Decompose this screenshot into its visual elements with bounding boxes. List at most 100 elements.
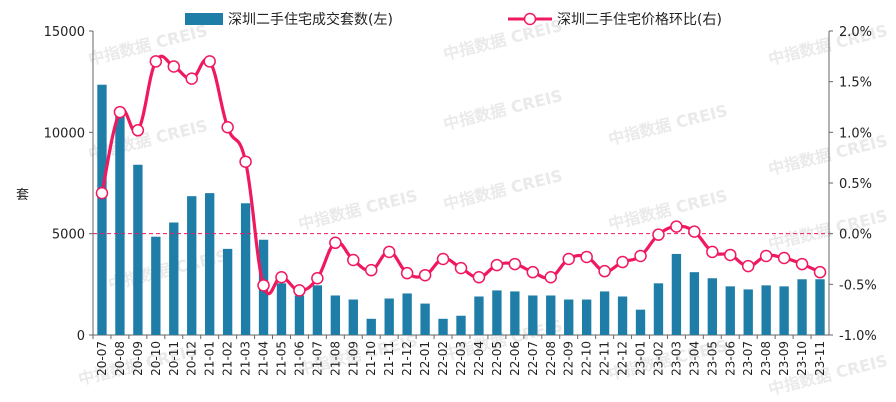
x-tick-label: 22-01 (418, 341, 432, 376)
line-point (311, 272, 324, 285)
bar (115, 112, 125, 335)
line-point (293, 284, 306, 297)
line-point (418, 268, 432, 282)
line-point (275, 270, 288, 284)
bar (456, 315, 466, 335)
x-tick-label: 20-09 (131, 341, 145, 376)
line-point (203, 55, 216, 68)
line-point (670, 220, 683, 233)
x-tick-label: 22-07 (526, 341, 540, 376)
watermark-text: 中指数据 CREIS (441, 86, 564, 134)
x-tick-label: 22-04 (472, 341, 486, 376)
x-tick-label: 20-08 (113, 341, 127, 376)
x-tick-label: 20-10 (149, 341, 163, 376)
legend-line-marker (523, 12, 537, 26)
legend-bar-swatch (185, 13, 223, 25)
x-tick-label: 22-09 (562, 341, 576, 376)
line-point (167, 60, 181, 73)
y-right-tick-label: 0.0% (839, 228, 872, 243)
legend-bar-label: 深圳二手住宅成交套数(左) (228, 11, 393, 28)
x-tick-label: 22-12 (616, 341, 630, 376)
x-tick-label: 22-05 (490, 341, 504, 376)
bar (294, 295, 305, 335)
bar (384, 298, 394, 335)
bar (743, 289, 753, 335)
line-point (598, 264, 611, 278)
bar (707, 278, 717, 335)
bar (492, 290, 502, 335)
y-right-tick-label: 1.0% (839, 126, 872, 141)
bar (474, 296, 484, 335)
x-tick-label: 23-10 (795, 341, 809, 376)
line-point (95, 186, 109, 200)
bar (635, 309, 646, 335)
bar (312, 285, 323, 335)
line-point (113, 105, 127, 119)
y-left-tick-label: 10000 (44, 126, 85, 141)
x-tick-label: 21-04 (257, 341, 271, 376)
bar (151, 236, 161, 335)
line-point (454, 261, 468, 275)
x-tick-label: 22-11 (598, 341, 612, 376)
bar (815, 279, 825, 335)
y-right-tick-label: -0.5% (839, 278, 877, 293)
line-point (257, 279, 270, 292)
x-tick-label: 22-02 (436, 341, 450, 376)
x-tick-label: 21-03 (239, 341, 253, 376)
y-right-tick-label: 2.0% (839, 25, 872, 40)
x-tick-label: 20-12 (185, 341, 199, 376)
axes (89, 30, 833, 339)
line-point (436, 252, 450, 266)
line-point (544, 270, 558, 284)
x-tick-label: 23-02 (651, 341, 665, 376)
line-point (329, 236, 342, 250)
line-point (580, 250, 593, 264)
line-point (221, 121, 234, 134)
x-tick-label: 21-05 (274, 341, 288, 376)
bar (779, 286, 789, 335)
line-point (562, 252, 575, 266)
bar (528, 295, 538, 335)
line-point (652, 228, 665, 241)
x-tick-label: 23-03 (669, 341, 683, 376)
watermark-text: 中指数据 CREIS (606, 101, 729, 149)
line-point (706, 245, 719, 259)
line-point (777, 251, 791, 265)
line-point (131, 124, 145, 137)
x-tick-label: 21-07 (310, 341, 324, 376)
x-tick-label: 23-05 (705, 341, 719, 376)
bar (564, 299, 574, 335)
x-tick-label: 21-09 (346, 341, 360, 376)
bar (222, 248, 233, 335)
line-point (616, 255, 629, 269)
line-point (185, 72, 198, 85)
bar (761, 285, 771, 335)
bar (133, 164, 143, 335)
line-point (490, 258, 504, 272)
bar (330, 295, 341, 335)
line-series (95, 54, 827, 297)
x-tick-label: 21-11 (382, 341, 396, 376)
line-point (741, 259, 755, 273)
line-point (813, 265, 827, 279)
watermark-text: 中指数据 CREIS (441, 16, 564, 64)
x-tick-label: 21-10 (364, 341, 378, 376)
bar (187, 196, 197, 335)
legend-line-label: 深圳二手住宅价格环比(右) (557, 12, 722, 28)
bar (653, 283, 664, 335)
x-tick-label: 23-01 (634, 341, 648, 376)
bar (617, 296, 628, 335)
bar (671, 253, 682, 335)
x-tick-label: 23-08 (759, 341, 773, 376)
tick-labels: 0 5000 10000 15000 -1.0% -0.5% 0.0% 0.5% 1.0% 1.5… (44, 25, 877, 376)
x-tick-label: 21-06 (292, 341, 306, 376)
bar (402, 293, 412, 335)
bar (169, 222, 179, 335)
bar (599, 291, 610, 335)
line-point (472, 270, 486, 284)
x-tick-label: 22-03 (454, 341, 468, 376)
x-tick-label: 23-07 (741, 341, 755, 376)
y-left-label: 套 (16, 187, 29, 203)
x-tick-label: 21-12 (400, 341, 414, 376)
